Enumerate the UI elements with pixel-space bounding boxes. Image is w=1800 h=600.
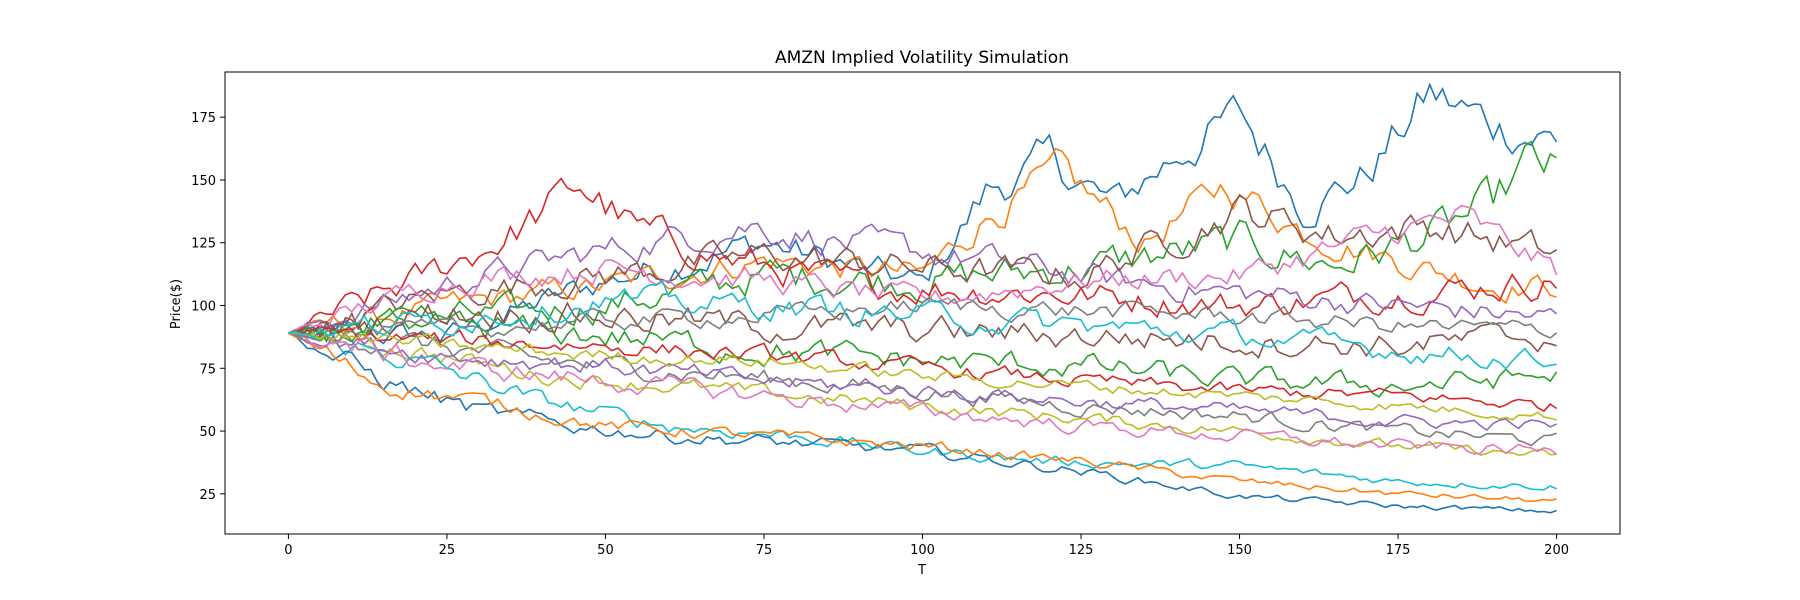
x-tick-label: 25 — [439, 543, 456, 558]
series-line — [288, 332, 1557, 503]
x-tick-label: 100 — [910, 543, 935, 558]
y-tick-label: 150 — [191, 174, 216, 189]
y-tick-label: 175 — [191, 111, 216, 126]
series-line — [288, 147, 1557, 334]
x-tick-label: 150 — [1227, 543, 1252, 558]
series-line — [288, 177, 1558, 334]
chart-title: AMZN Implied Volatility Simulation — [775, 48, 1069, 68]
series-line — [288, 304, 1558, 398]
y-tick-label: 125 — [191, 237, 216, 252]
series-line — [288, 332, 1557, 491]
y-tick-label: 100 — [191, 300, 216, 315]
x-tick-label: 125 — [1069, 543, 1094, 558]
y-axis-ticks: 25 50 75 100 125 150 175 — [191, 111, 225, 503]
series-line — [288, 204, 1558, 334]
y-axis-label: Price($) — [169, 279, 184, 329]
x-tick-label: 175 — [1386, 543, 1411, 558]
x-axis-label: T — [917, 563, 926, 578]
series-line — [288, 332, 1557, 432]
x-tick-label: 0 — [284, 543, 292, 558]
x-tick-label: 75 — [756, 543, 773, 558]
series-line — [288, 194, 1558, 335]
series-line — [288, 301, 1557, 359]
series-lines — [288, 82, 1558, 514]
x-tick-label: 200 — [1544, 543, 1569, 558]
series-line — [288, 332, 1557, 514]
series-line — [288, 222, 1558, 334]
series-line — [288, 331, 1557, 421]
y-tick-label: 75 — [199, 362, 216, 377]
x-axis-ticks: 0 25 50 75 100 125 150 175 200 — [284, 534, 1569, 558]
series-line — [288, 331, 1558, 455]
x-tick-label: 50 — [597, 543, 614, 558]
y-tick-label: 25 — [199, 488, 216, 503]
series-line — [288, 326, 1558, 413]
series-line — [288, 280, 1557, 370]
y-tick-label: 50 — [199, 425, 216, 440]
series-line — [288, 296, 1558, 342]
